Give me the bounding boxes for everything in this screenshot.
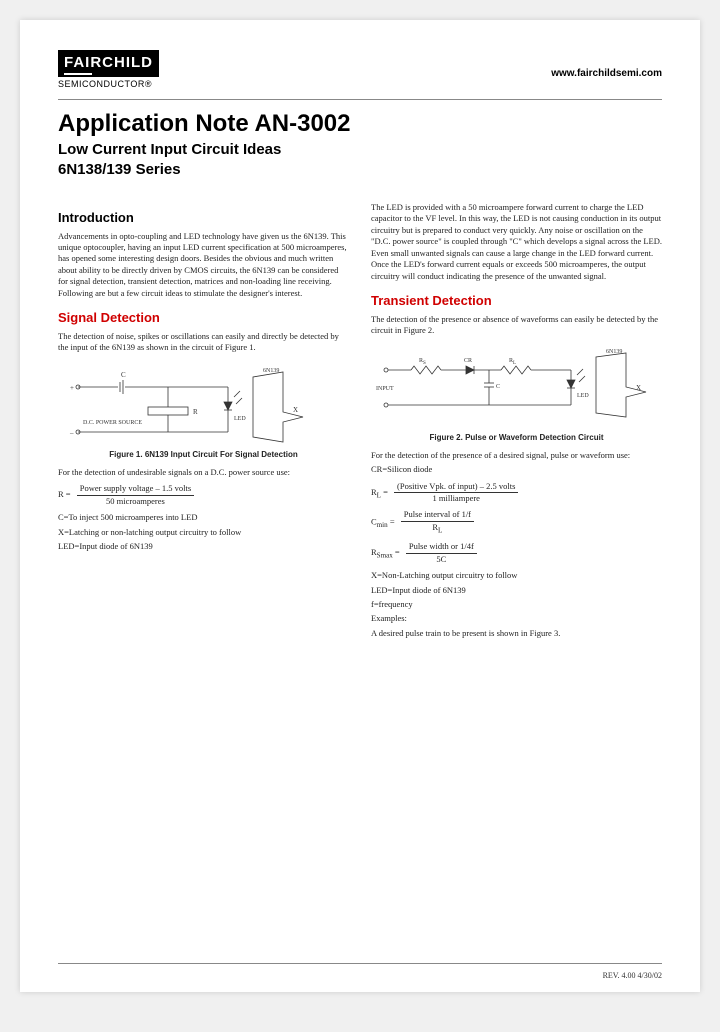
page: FAIRCHILD SEMICONDUCTOR® www.fairchildse… bbox=[20, 20, 700, 992]
eq-rsmax-num: Pulse width or 1/4f bbox=[406, 541, 477, 553]
svg-text:6N139: 6N139 bbox=[606, 349, 622, 355]
signal-p2: For the detection of undesirable signals… bbox=[58, 467, 349, 478]
eq-cmin-sub: min bbox=[377, 521, 388, 529]
logo-underline bbox=[64, 73, 92, 75]
footer-rule bbox=[58, 963, 662, 964]
header-url: www.fairchildsemi.com bbox=[551, 68, 662, 79]
def-x: X=Latching or non-latching output circui… bbox=[58, 527, 349, 538]
intro-text: Advancements in opto-coupling and LED te… bbox=[58, 231, 349, 300]
def-x2: X=Non-Latching output circuitry to follo… bbox=[371, 570, 662, 581]
eq-rl-num: (Positive Vpk. of input) – 2.5 volts bbox=[394, 481, 518, 493]
eq-rsmax-sub: Smax bbox=[377, 552, 393, 560]
svg-text:LED: LED bbox=[577, 393, 589, 399]
eq-rsmax-eq: = bbox=[393, 547, 400, 557]
equation-r: R = Power supply voltage – 1.5 volts 50 … bbox=[58, 483, 349, 507]
eq-rsmax-den: 5C bbox=[406, 554, 477, 565]
def-led: LED=Input diode of 6N139 bbox=[58, 541, 349, 552]
def-led2: LED=Input diode of 6N139 bbox=[371, 585, 662, 596]
page-subtitle: Low Current Input Circuit Ideas 6N138/13… bbox=[58, 140, 662, 179]
subtitle-line1: Low Current Input Circuit Ideas bbox=[58, 141, 281, 158]
logo-subtitle: SEMICONDUCTOR® bbox=[58, 79, 208, 89]
logo: FAIRCHILD SEMICONDUCTOR® bbox=[58, 50, 208, 89]
eq-cmin-den: RL bbox=[401, 522, 474, 536]
def-cr: CR=Silicon diode bbox=[371, 464, 662, 475]
eq-rl-den: 1 milliampere bbox=[394, 493, 518, 504]
fig1-x-label: X bbox=[293, 406, 298, 414]
figure-1-diagram: C R D.C. POWER SOURCE LED X 6N139 + – bbox=[58, 362, 349, 442]
svg-text:+: + bbox=[70, 384, 74, 392]
header-rule bbox=[58, 99, 662, 100]
figure-2-diagram: RS CR RL C INPUT LED X 6N139 bbox=[371, 345, 662, 425]
equation-rl: RL = (Positive Vpk. of input) – 2.5 volt… bbox=[371, 481, 662, 505]
eq-r-num: Power supply voltage – 1.5 volts bbox=[77, 483, 194, 495]
svg-text:CR: CR bbox=[464, 358, 472, 364]
svg-text:RL: RL bbox=[509, 358, 516, 366]
svg-text:RS: RS bbox=[419, 358, 426, 366]
fig1-dc-label: D.C. POWER SOURCE bbox=[83, 420, 142, 426]
transient-p: The detection of the presence or absence… bbox=[371, 314, 662, 337]
logo-text: FAIRCHILD bbox=[58, 50, 159, 77]
logo-label: FAIRCHILD bbox=[64, 54, 153, 71]
def-f: f=frequency bbox=[371, 599, 662, 610]
footer-text: REV. 4.00 4/30/02 bbox=[603, 971, 662, 980]
figure-2-caption: Figure 2. Pulse or Waveform Detection Ci… bbox=[371, 433, 662, 444]
signal-detection-text: The detection of noise, spikes or oscill… bbox=[58, 331, 349, 354]
left-column: Introduction Advancements in opto-coupli… bbox=[58, 199, 349, 642]
equation-cmin: Cmin = Pulse interval of 1/f RL bbox=[371, 509, 662, 536]
def-c: C=To inject 500 microamperes into LED bbox=[58, 512, 349, 523]
eq-rl-eq: = bbox=[381, 486, 388, 496]
right-column: The LED is provided with a 50 microamper… bbox=[371, 199, 662, 642]
examples-label: Examples: bbox=[371, 613, 662, 624]
intro-heading: Introduction bbox=[58, 209, 349, 227]
eq-r-den: 50 microamperes bbox=[77, 496, 194, 507]
equation-rsmax: RSmax = Pulse width or 1/4f 5C bbox=[371, 541, 662, 565]
fig1-part-label: 6N139 bbox=[263, 368, 279, 374]
eq-r-lhs: R = bbox=[58, 489, 71, 499]
columns: Introduction Advancements in opto-coupli… bbox=[58, 199, 662, 642]
right-top-p: The LED is provided with a 50 microamper… bbox=[371, 202, 662, 282]
svg-text:INPUT: INPUT bbox=[376, 386, 394, 392]
page-title: Application Note AN-3002 bbox=[58, 110, 662, 138]
fig1-led-label: LED bbox=[234, 416, 246, 422]
eq-cmin-eq: = bbox=[388, 517, 395, 527]
transient-heading: Transient Detection bbox=[371, 292, 662, 310]
transient-p2: For the detection of the presence of a d… bbox=[371, 450, 662, 461]
svg-text:C: C bbox=[496, 384, 500, 390]
svg-text:–: – bbox=[69, 429, 74, 437]
header: FAIRCHILD SEMICONDUCTOR® www.fairchildse… bbox=[58, 50, 662, 89]
eq-cmin-num: Pulse interval of 1/f bbox=[401, 509, 474, 521]
svg-text:X: X bbox=[636, 384, 641, 392]
fig1-r-label: R bbox=[193, 408, 198, 416]
subtitle-line2: 6N138/139 Series bbox=[58, 161, 181, 178]
fig1-c-label: C bbox=[121, 371, 126, 379]
examples-text: A desired pulse train to be present is s… bbox=[371, 628, 662, 639]
signal-detection-heading: Signal Detection bbox=[58, 309, 349, 327]
